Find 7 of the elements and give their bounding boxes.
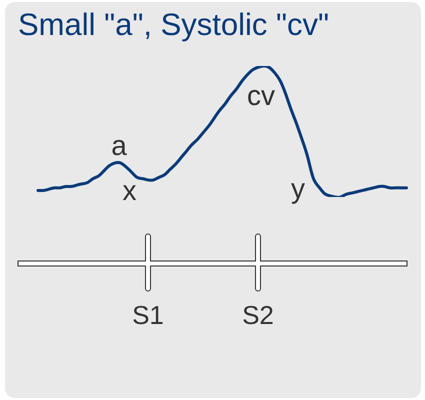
x-tick-label: S2 [242,300,274,330]
chart-title: Small "a", Systolic "cv" [18,7,330,42]
annotation: x [122,175,136,206]
annotation: y [291,173,305,204]
x-tick-label: S1 [132,300,164,330]
annotation: cv [247,80,275,111]
annotation: a [111,130,128,161]
